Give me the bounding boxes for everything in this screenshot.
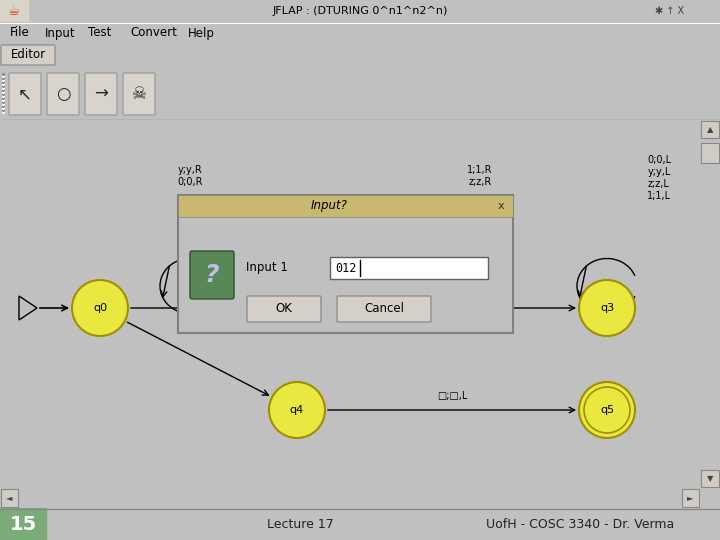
Text: Input?: Input? — [310, 199, 347, 213]
Text: 012: 012 — [335, 261, 356, 274]
Text: Test: Test — [88, 26, 112, 39]
Bar — [701, 143, 719, 163]
Text: ◄: ◄ — [6, 494, 12, 503]
Text: OK: OK — [276, 302, 292, 315]
Text: z;z,L: z;z,L — [648, 179, 670, 189]
Bar — [178, 195, 513, 333]
Text: Editor: Editor — [10, 49, 45, 62]
Text: ►: ► — [687, 494, 693, 503]
Text: Input 1: Input 1 — [246, 260, 288, 273]
Text: q3: q3 — [600, 303, 614, 313]
Circle shape — [72, 280, 128, 336]
Text: 1;1,R: 1;1,R — [467, 165, 492, 175]
Text: ☠: ☠ — [132, 85, 146, 103]
Text: Lecture 17: Lecture 17 — [266, 517, 333, 530]
Bar — [701, 470, 719, 487]
Text: Help: Help — [188, 26, 215, 39]
Text: y;y,R: y;y,R — [178, 165, 202, 175]
Text: ↖: ↖ — [18, 85, 32, 103]
Bar — [178, 195, 513, 217]
Text: →: → — [94, 85, 108, 103]
Bar — [0, 508, 46, 540]
Text: 0;0,L: 0;0,L — [647, 155, 671, 165]
Bar — [1, 489, 18, 507]
Text: ☕: ☕ — [8, 4, 20, 18]
Bar — [682, 489, 699, 507]
Circle shape — [579, 382, 635, 438]
Bar — [701, 121, 719, 138]
Text: x: x — [498, 201, 504, 211]
Text: y;y,L: y;y,L — [647, 167, 671, 177]
Text: Input: Input — [45, 26, 76, 39]
Circle shape — [269, 382, 325, 438]
FancyBboxPatch shape — [85, 73, 117, 115]
Text: q0: q0 — [93, 303, 107, 313]
Text: □;□,L: □;□,L — [437, 391, 467, 401]
Text: UofH - COSC 3340 - Dr. Verma: UofH - COSC 3340 - Dr. Verma — [486, 517, 674, 530]
Text: 2,z,t: 2,z,t — [402, 287, 425, 300]
Text: Cancel: Cancel — [364, 302, 404, 315]
Text: ?: ? — [204, 263, 220, 287]
Bar — [0, 0, 28, 22]
FancyBboxPatch shape — [47, 73, 79, 115]
Text: q5: q5 — [600, 405, 614, 415]
Text: 15: 15 — [9, 515, 37, 534]
FancyBboxPatch shape — [337, 296, 431, 322]
Text: z;z,R: z;z,R — [469, 177, 492, 187]
Text: ○: ○ — [55, 85, 71, 103]
Text: q4: q4 — [290, 405, 304, 415]
Text: ✱ ↑ X: ✱ ↑ X — [655, 6, 685, 16]
Text: 1;1,L: 1;1,L — [647, 191, 671, 201]
FancyBboxPatch shape — [190, 251, 234, 299]
Text: JFLAP : (DTURING 0^n1^n2^n): JFLAP : (DTURING 0^n1^n2^n) — [272, 6, 448, 16]
Text: 0;0,R: 0;0,R — [177, 177, 203, 187]
Text: Convert: Convert — [130, 26, 177, 39]
FancyBboxPatch shape — [123, 73, 155, 115]
Text: ▼: ▼ — [707, 475, 714, 483]
FancyBboxPatch shape — [1, 45, 55, 65]
Text: ▲: ▲ — [707, 125, 714, 134]
Text: File: File — [10, 26, 30, 39]
FancyBboxPatch shape — [247, 296, 321, 322]
Bar — [330, 257, 488, 279]
Circle shape — [579, 280, 635, 336]
FancyBboxPatch shape — [9, 73, 41, 115]
